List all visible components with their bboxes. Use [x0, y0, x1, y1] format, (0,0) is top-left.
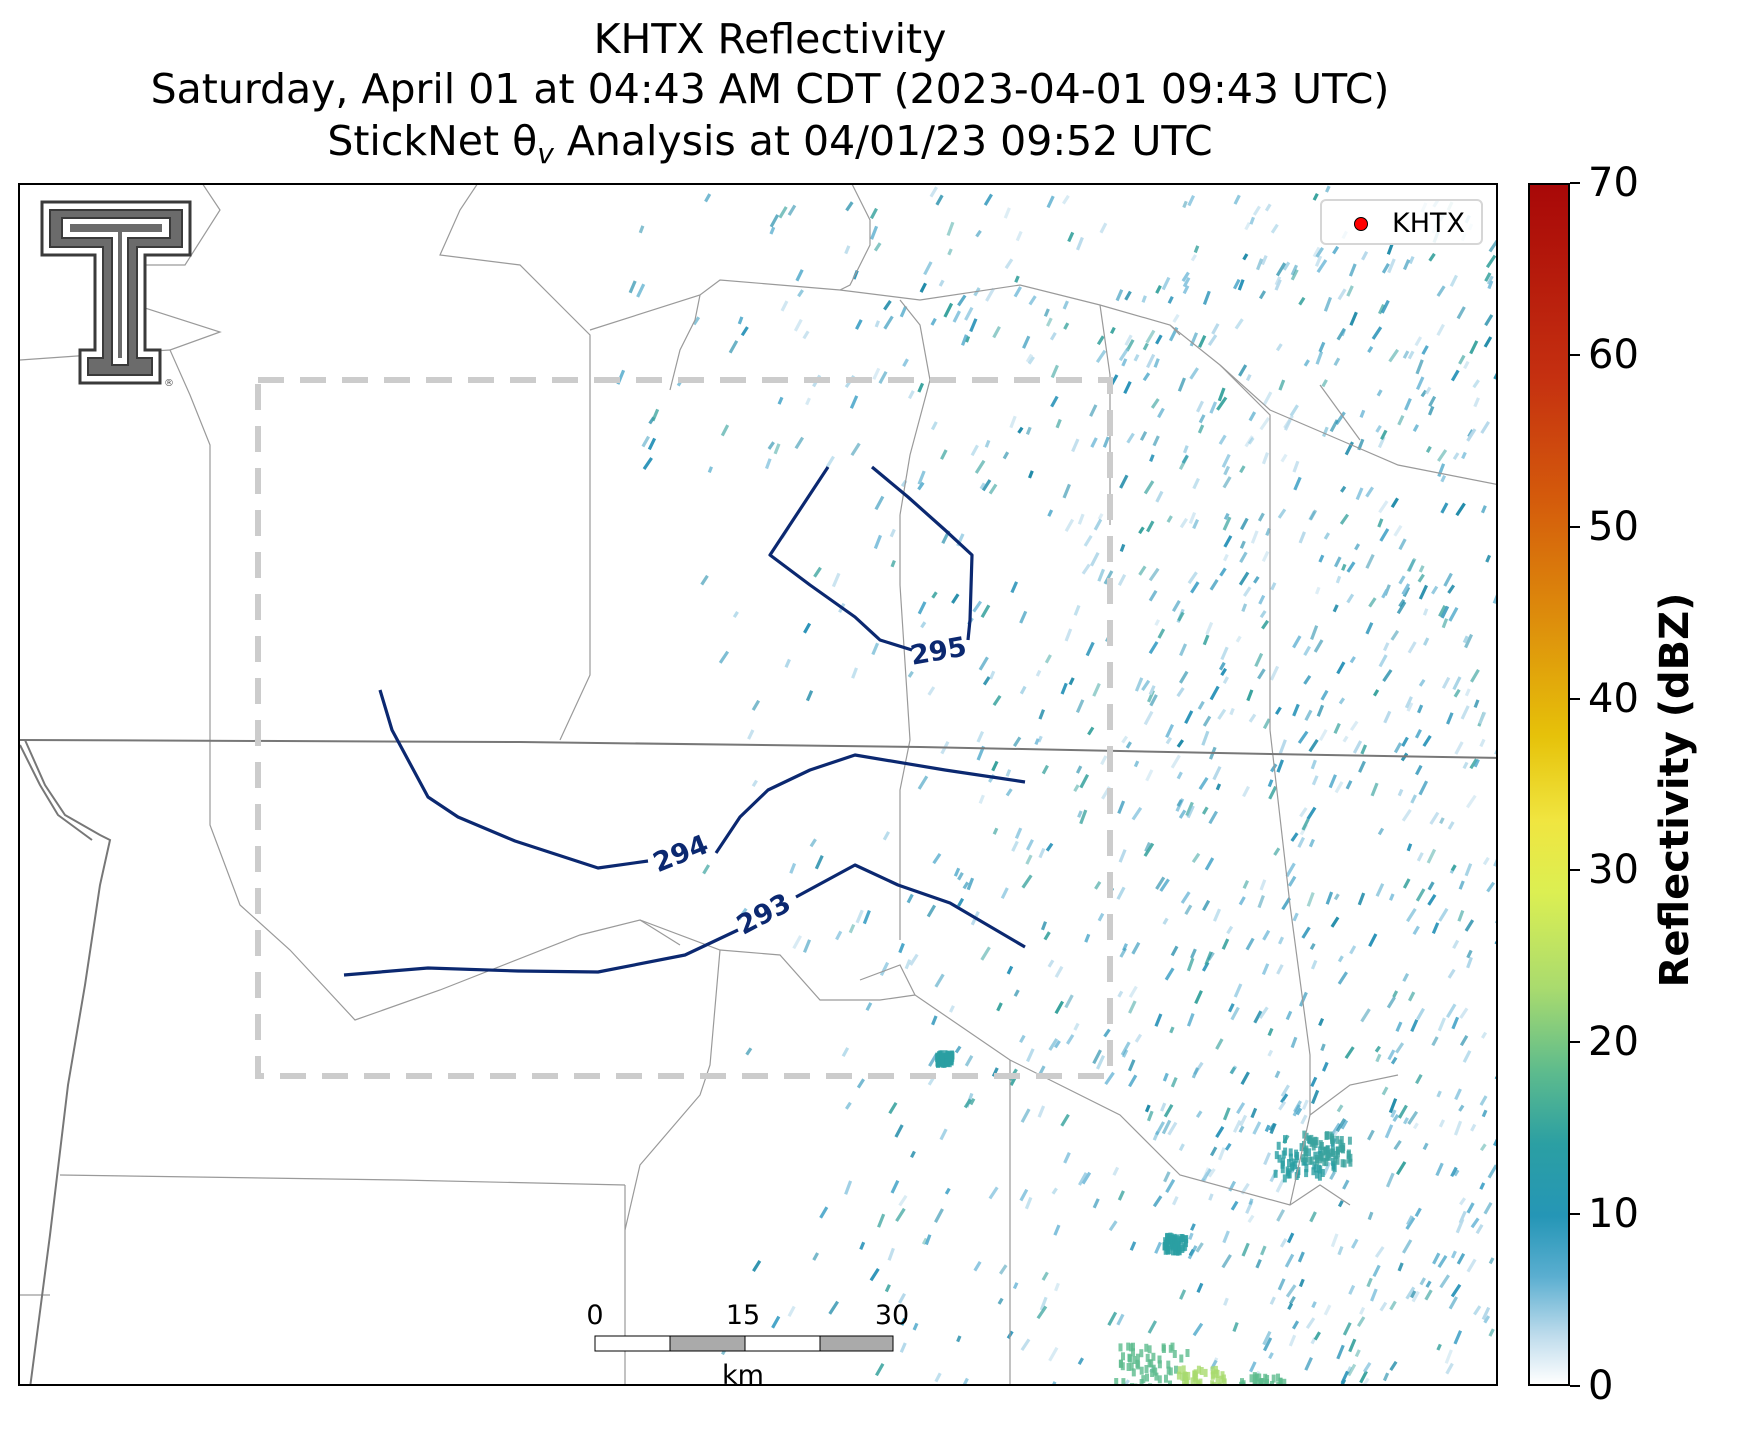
colorbar-tick-label: 0 — [1588, 1363, 1614, 1409]
scale-bar: 0 15 30 km — [586, 1300, 930, 1391]
legend-label: KHTX — [1392, 208, 1465, 239]
texas-tech-logo-icon: ® — [40, 200, 200, 394]
colorbar-tick-mark — [1570, 1041, 1580, 1044]
colorbar-tick-mark — [1570, 869, 1580, 872]
state-boundaries — [20, 739, 1496, 1384]
svg-text:®: ® — [164, 378, 174, 389]
colorbar-tick-label: 20 — [1588, 1019, 1639, 1066]
colorbar-tick-mark — [1570, 697, 1580, 700]
colorbar-tick-mark — [1570, 1213, 1580, 1216]
colorbar-tick-label: 10 — [1588, 1191, 1639, 1238]
contour-293-east — [795, 863, 1026, 949]
contour-293-west — [343, 928, 739, 977]
scale-unit: km — [722, 1360, 764, 1391]
analysis-domain-box — [255, 377, 1113, 1079]
contour-295-east — [870, 465, 974, 641]
radar-site-marker-icon — [1354, 217, 1368, 231]
map-canvas[interactable]: 295 294 293 — [20, 185, 1498, 1386]
colorbar-tick-label: 60 — [1588, 331, 1639, 378]
colorbar-tick-mark — [1570, 182, 1580, 184]
colorbar-tick-label: 50 — [1588, 503, 1639, 550]
map-legend: KHTX — [1320, 199, 1483, 245]
scale-tick-15: 15 — [725, 1300, 761, 1331]
contour-295-west — [768, 466, 913, 652]
contour-label-293: 293 — [732, 888, 796, 942]
map-subtitle-time: Saturday, April 01 at 04:43 AM CDT (2023… — [150, 65, 1390, 113]
colorbar-tick-label: 40 — [1588, 675, 1639, 722]
contour-294-west — [378, 689, 649, 870]
scale-tick-0: 0 — [586, 1300, 604, 1331]
map-title: KHTX Reflectivity — [593, 15, 947, 63]
colorbar-tick-mark — [1570, 525, 1580, 528]
colorbar-title: Reflectivity (dBZ) — [1652, 592, 1698, 988]
scale-tick-30: 30 — [874, 1300, 910, 1331]
colorbar-tick-label: 30 — [1588, 847, 1639, 894]
map-panel[interactable]: 295 294 293 — [18, 183, 1498, 1386]
colorbar-tick-mark — [1570, 353, 1580, 356]
contour-label-295: 295 — [908, 631, 969, 671]
colorbar-tick-label: 70 — [1588, 160, 1639, 206]
map-subtitle-analysis: StickNet θv Analysis at 04/01/23 09:52 U… — [327, 117, 1213, 170]
county-boundaries — [20, 185, 1496, 1384]
reflectivity-layer — [616, 185, 1496, 1384]
scale-bar-segments — [594, 1335, 894, 1352]
colorbar-tick-mark — [1570, 1385, 1580, 1387]
contour-294-east — [714, 753, 1026, 854]
reflectivity-colorbar — [1528, 183, 1570, 1386]
theta-v-contours — [343, 465, 1026, 977]
